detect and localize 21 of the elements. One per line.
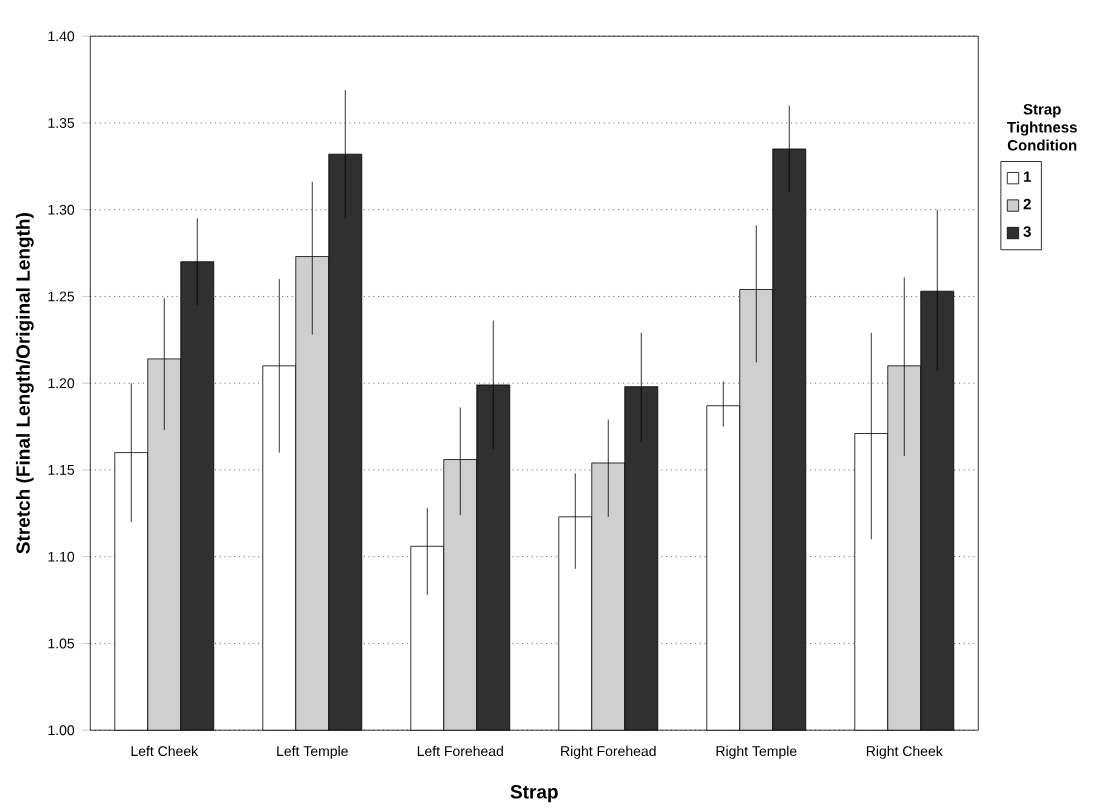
legend-label: 2	[1023, 198, 1031, 210]
x-tick-label: Right Cheek	[866, 745, 943, 759]
y-tick-label: 1.10	[48, 551, 75, 562]
y-tick-label: 1.40	[48, 31, 75, 42]
y-tick-label: 1.20	[48, 378, 75, 389]
y-tick-label: 1.05	[48, 638, 75, 649]
x-tick-label: Left Cheek	[131, 745, 199, 757]
x-axis-title: Strap	[510, 785, 558, 803]
x-tick-label: Right Temple	[716, 745, 797, 759]
y-axis-title: Stretch (Final Length/Original Length)	[15, 213, 34, 554]
y-tick-label: 1.30	[48, 204, 75, 215]
legend-title: Strap Tightness Condition	[1007, 103, 1077, 151]
x-tick-label: Left Temple	[277, 745, 348, 759]
x-tick-label: Left Forehead	[417, 745, 503, 757]
y-tick-label: 1.25	[48, 291, 75, 302]
legend-label: 3	[1023, 226, 1031, 237]
y-tick-label: 1.00	[48, 725, 75, 736]
y-tick-label: 1.15	[48, 465, 75, 475]
x-tick-label: Right Forehead	[561, 745, 656, 759]
y-tick-label: 1.35	[48, 118, 75, 128]
legend-label: 1	[1023, 171, 1031, 182]
